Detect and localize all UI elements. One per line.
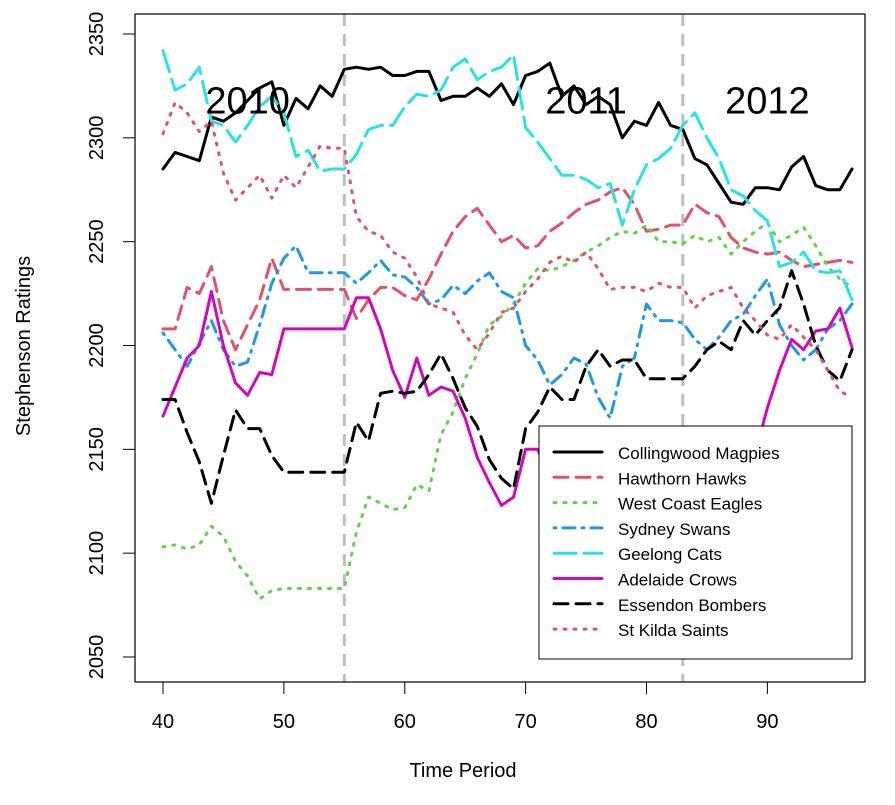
- legend-label: Geelong Cats: [618, 545, 722, 564]
- y-tick-label: 2250: [86, 219, 108, 264]
- year-label: 2011: [545, 80, 627, 122]
- legend-label: Hawthorn Hawks: [618, 469, 747, 488]
- legend-label: Essendon Bombers: [618, 596, 766, 615]
- x-tick-label: 50: [273, 711, 295, 733]
- legend-label: Sydney Swans: [618, 520, 730, 539]
- x-axis: 40 50 60 70 80 90: [152, 681, 779, 733]
- x-tick-label: 60: [394, 711, 416, 733]
- series-line-5: [161, 49, 854, 302]
- legend-label: Collingwood Magpies: [618, 444, 780, 463]
- year-label: 2010: [205, 80, 290, 122]
- legend-label: St Kilda Saints: [618, 621, 729, 640]
- legend-box: [538, 425, 853, 660]
- series-line-8: [161, 101, 854, 399]
- legend-label: Adelaide Crows: [618, 571, 737, 590]
- x-tick-label: 40: [152, 711, 174, 733]
- y-tick-label: 2300: [86, 116, 108, 161]
- year-annotations: 2010 2011 2012: [205, 80, 809, 122]
- year-label: 2012: [725, 80, 810, 122]
- y-tick-label: 2050: [86, 635, 108, 680]
- series-line-3: [161, 221, 854, 601]
- y-tick-label: 2200: [86, 323, 108, 368]
- legend-label: West Coast Eagles: [618, 495, 762, 514]
- x-tick-label: 80: [635, 711, 657, 733]
- y-tick-label: 2150: [86, 427, 108, 472]
- legend: Collingwood Magpies Hawthorn Hawks West Co…: [538, 425, 853, 660]
- y-tick-label: 2350: [86, 12, 108, 57]
- x-tick-label: 70: [515, 711, 537, 733]
- x-axis-title: Time Period: [409, 760, 516, 782]
- x-tick-label: 90: [756, 711, 778, 733]
- series-line-2: [161, 186, 854, 352]
- series-line-7: [161, 269, 854, 505]
- series-line-4: [161, 244, 854, 420]
- y-tick-label: 2100: [86, 531, 108, 576]
- y-axis: 2050 2100 2150 2200 2250 2300 2350: [86, 12, 136, 680]
- y-axis-title: Stephenson Ratings: [13, 256, 35, 436]
